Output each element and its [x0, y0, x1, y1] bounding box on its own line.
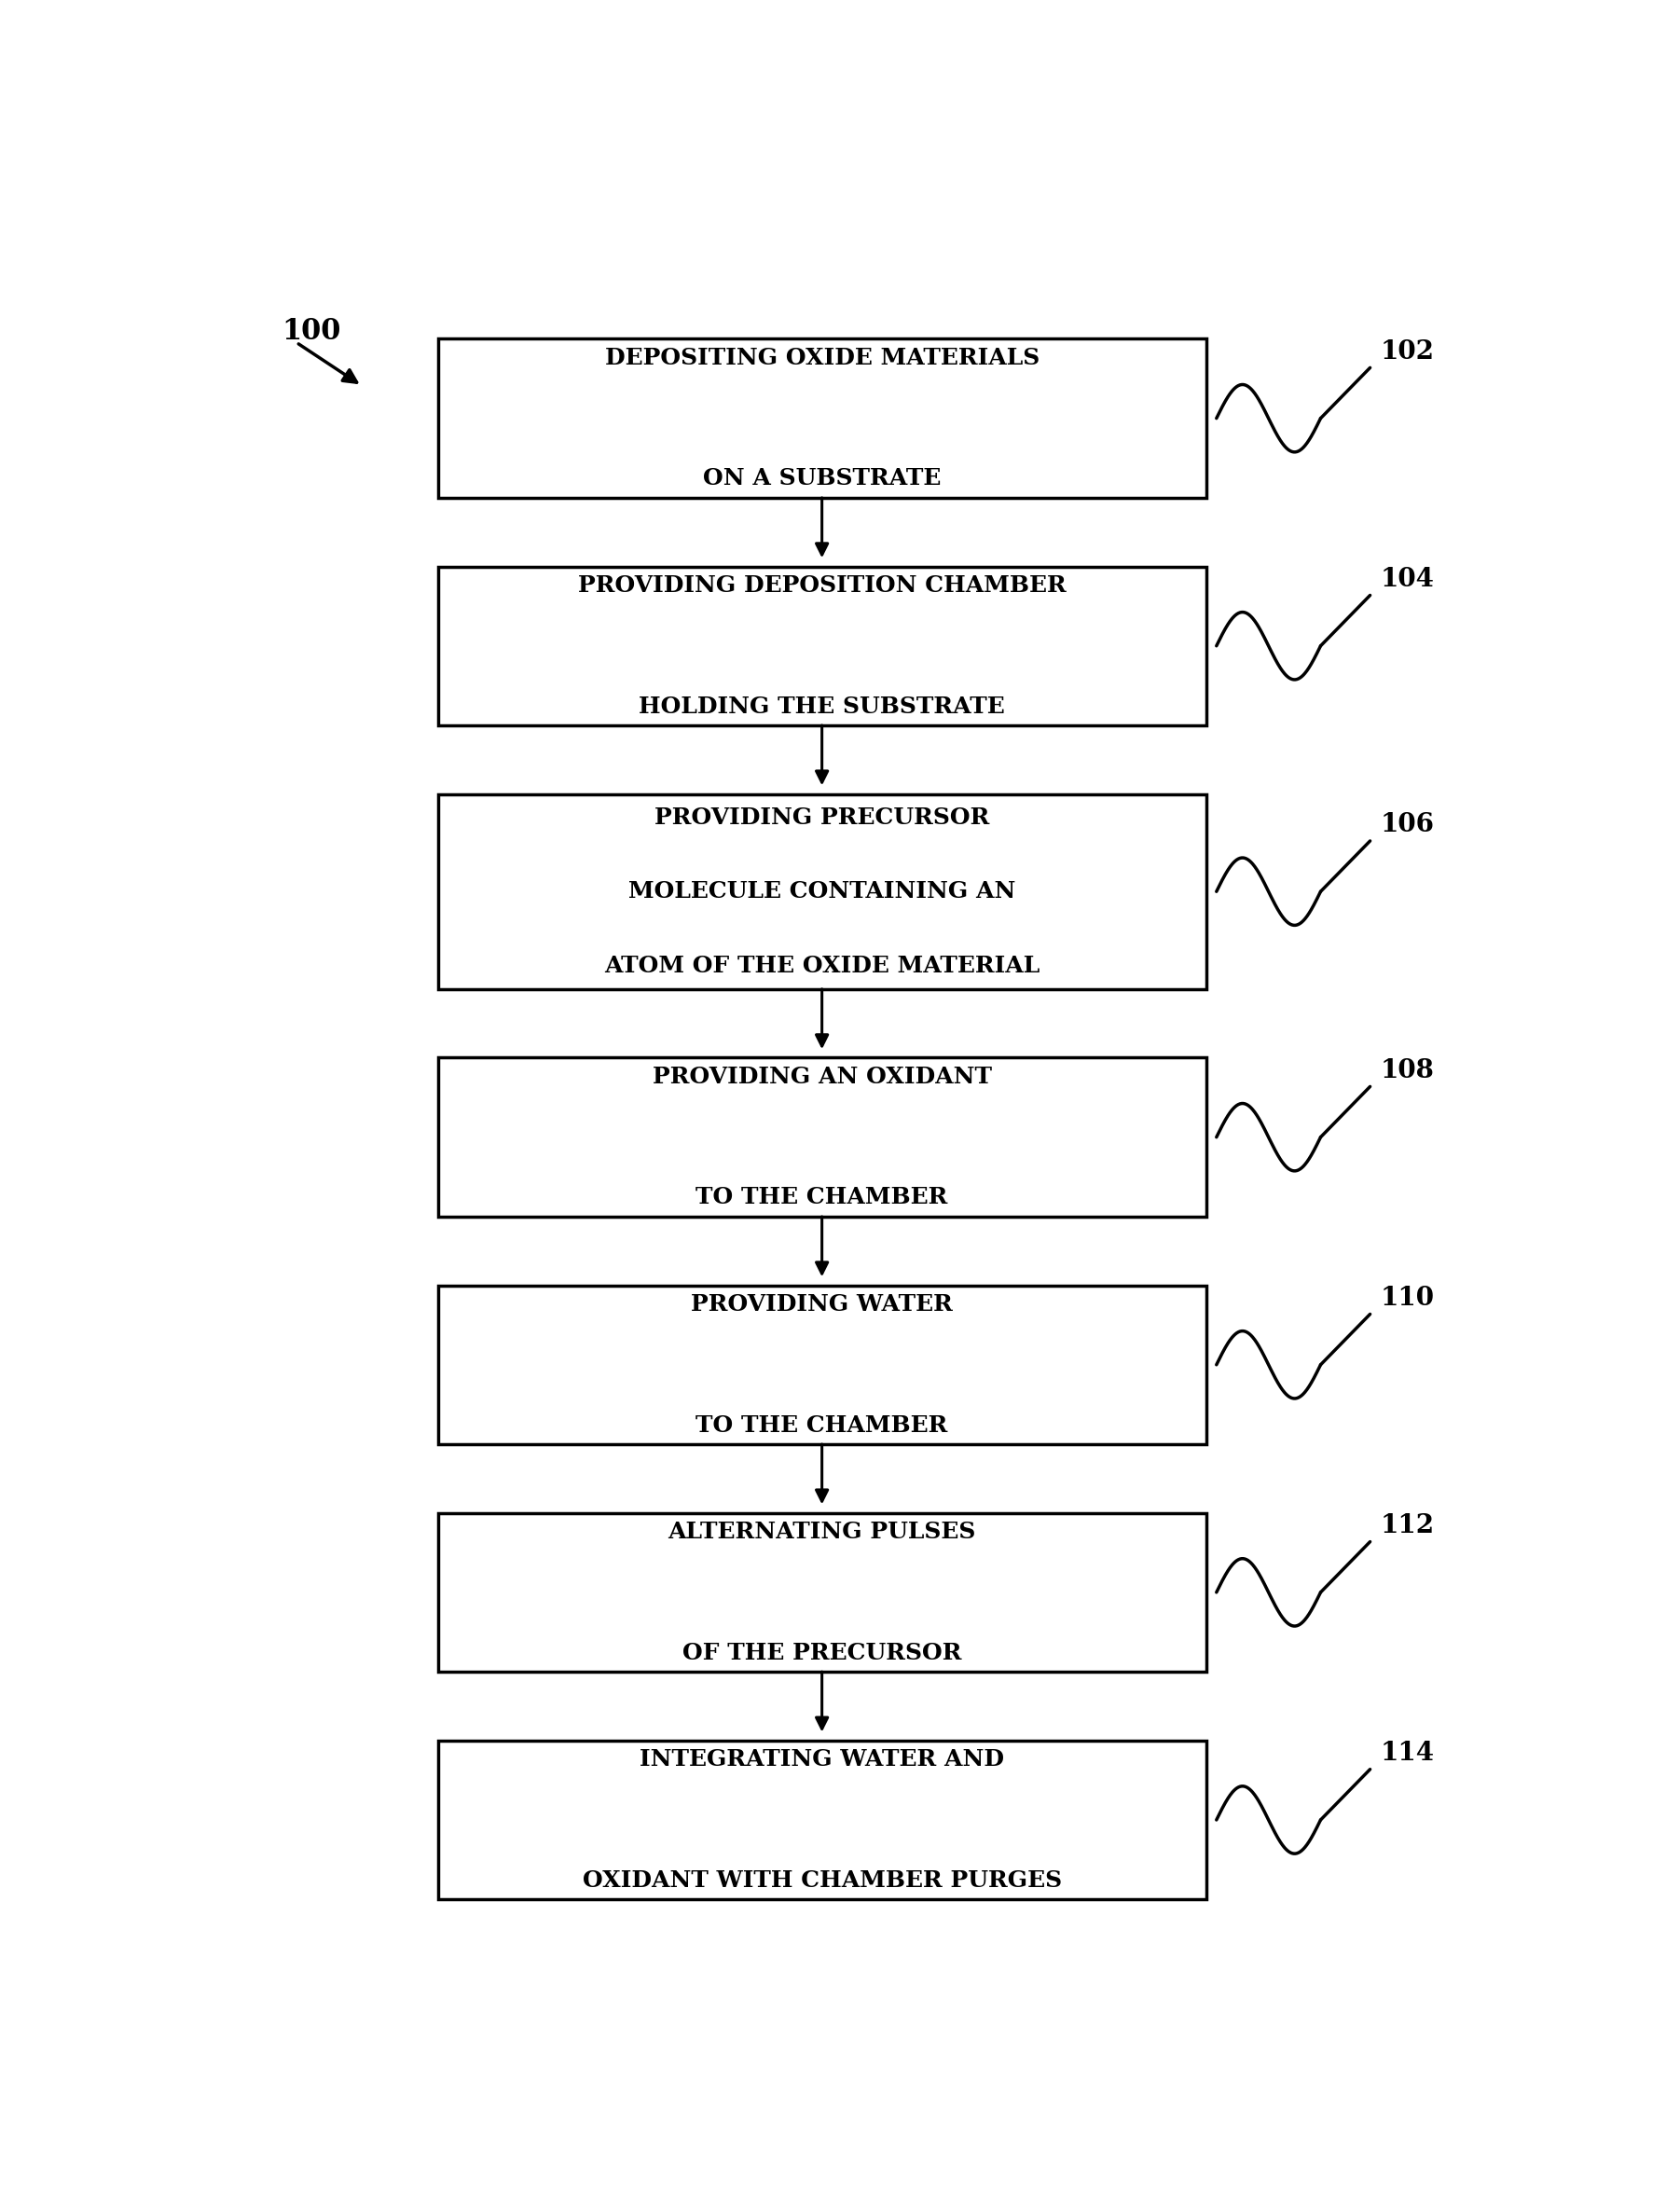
Text: ON A SUBSTRATE: ON A SUBSTRATE	[702, 467, 941, 491]
Bar	[438, 1512, 1206, 1672]
Text: 112: 112	[1381, 1514, 1435, 1538]
Text: PROVIDING AN OXIDANT: PROVIDING AN OXIDANT	[652, 1065, 991, 1089]
Text: MOLECULE CONTAINING AN: MOLECULE CONTAINING AN	[628, 881, 1016, 903]
Text: HOLDING THE SUBSTRATE: HOLDING THE SUBSTRATE	[638, 695, 1005, 716]
Text: PROVIDING PRECURSOR: PROVIDING PRECURSOR	[655, 806, 990, 828]
Text: INTEGRATING WATER AND: INTEGRATING WATER AND	[640, 1748, 1005, 1770]
Text: 100: 100	[282, 318, 341, 346]
Bar	[438, 567, 1206, 725]
Bar	[438, 1740, 1206, 1900]
Text: TO THE CHAMBER: TO THE CHAMBER	[696, 1413, 948, 1437]
Text: 110: 110	[1381, 1286, 1435, 1310]
Text: ALTERNATING PULSES: ALTERNATING PULSES	[669, 1521, 976, 1542]
Text: TO THE CHAMBER: TO THE CHAMBER	[696, 1185, 948, 1209]
Text: ATOM OF THE OXIDE MATERIAL: ATOM OF THE OXIDE MATERIAL	[605, 955, 1040, 977]
Text: 114: 114	[1381, 1740, 1435, 1766]
Bar	[438, 1058, 1206, 1216]
Text: PROVIDING DEPOSITION CHAMBER: PROVIDING DEPOSITION CHAMBER	[578, 574, 1067, 596]
Text: DEPOSITING OXIDE MATERIALS: DEPOSITING OXIDE MATERIALS	[605, 346, 1040, 368]
Text: 108: 108	[1381, 1058, 1435, 1082]
Text: 106: 106	[1381, 813, 1435, 837]
Text: PROVIDING WATER: PROVIDING WATER	[690, 1293, 953, 1315]
Text: OF THE PRECURSOR: OF THE PRECURSOR	[682, 1641, 961, 1663]
Text: 104: 104	[1381, 567, 1435, 592]
Bar	[438, 340, 1206, 497]
Text: OXIDANT WITH CHAMBER PURGES: OXIDANT WITH CHAMBER PURGES	[583, 1869, 1062, 1891]
Bar	[438, 793, 1206, 988]
Bar	[438, 1286, 1206, 1444]
Text: 102: 102	[1381, 340, 1435, 364]
